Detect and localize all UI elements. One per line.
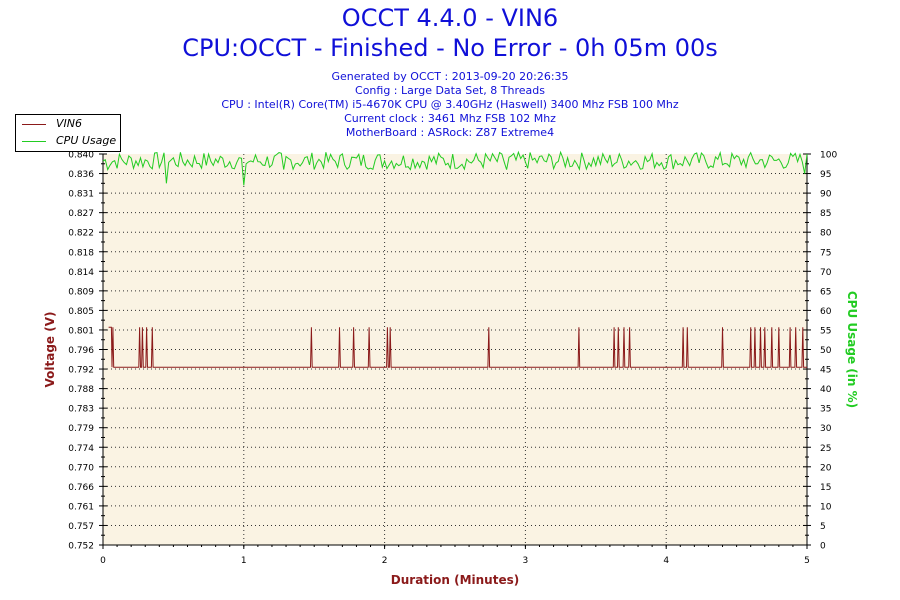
tick-label-right: 65 bbox=[820, 287, 831, 297]
chart-legend: VIN6 CPU Usage bbox=[15, 114, 121, 152]
legend-item-vin6: VIN6 bbox=[16, 116, 120, 132]
tick-label-left: 0.779 bbox=[68, 424, 94, 434]
tick-label-right: 35 bbox=[820, 405, 831, 415]
tick-label-right: 60 bbox=[820, 307, 832, 317]
tick-label-left: 0.831 bbox=[68, 190, 94, 200]
series-line-vin6 bbox=[108, 326, 807, 368]
legend-swatch-cpu-usage bbox=[22, 141, 46, 142]
tick-label-right: 80 bbox=[820, 229, 832, 239]
tick-label-left: 0.836 bbox=[68, 170, 94, 180]
tick-label-bottom: 4 bbox=[663, 556, 669, 566]
chart-subtitle: CPU:OCCT - Finished - No Error - 0h 05m … bbox=[182, 34, 718, 62]
tick-label-left: 0.814 bbox=[68, 268, 94, 278]
tick-label-left: 0.840 bbox=[68, 151, 94, 161]
tick-label-right: 95 bbox=[820, 170, 831, 180]
tick-label-left: 0.788 bbox=[68, 385, 94, 395]
tick-label-left: 0.822 bbox=[68, 229, 94, 239]
tick-label-right: 30 bbox=[820, 424, 832, 434]
tick-label-bottom: 0 bbox=[100, 556, 106, 566]
tick-label-left: 0.770 bbox=[68, 463, 94, 473]
tick-label-left: 0.796 bbox=[68, 346, 94, 356]
tick-label-right: 55 bbox=[820, 326, 831, 336]
tick-label-bottom: 5 bbox=[804, 556, 810, 566]
tick-label-right: 10 bbox=[820, 502, 832, 512]
info-generated: Generated by OCCT : 2013-09-20 20:26:35 bbox=[331, 70, 569, 83]
tick-label-right: 50 bbox=[820, 346, 832, 356]
tick-label-right: 15 bbox=[820, 483, 831, 493]
tick-label-left: 0.757 bbox=[68, 522, 94, 532]
tick-label-left: 0.761 bbox=[68, 502, 94, 512]
tick-label-right: 25 bbox=[820, 444, 831, 454]
legend-item-cpu-usage: CPU Usage bbox=[16, 133, 120, 149]
tick-label-right: 100 bbox=[820, 151, 837, 161]
tick-label-left: 0.809 bbox=[68, 287, 94, 297]
tick-label-left: 0.827 bbox=[68, 209, 94, 219]
tick-label-bottom: 3 bbox=[523, 556, 529, 566]
legend-label-vin6: VIN6 bbox=[56, 117, 82, 130]
chart-title: OCCT 4.4.0 - VIN6 bbox=[341, 4, 559, 32]
y-axis-label-right: CPU Usage (in %) bbox=[845, 291, 859, 408]
tick-label-bottom: 1 bbox=[241, 556, 247, 566]
series-line-cpu-usage bbox=[102, 150, 808, 186]
tick-label-left: 0.774 bbox=[68, 444, 94, 454]
tick-label-left: 0.752 bbox=[68, 542, 94, 552]
tick-label-left: 0.805 bbox=[68, 307, 94, 317]
info-motherboard: MotherBoard : ASRock: Z87 Extreme4 bbox=[345, 126, 555, 139]
x-axis-label: Duration (Minutes) bbox=[391, 573, 519, 587]
tick-label-right: 75 bbox=[820, 248, 831, 258]
tick-label-right: 70 bbox=[820, 268, 832, 278]
tick-label-right: 85 bbox=[820, 209, 831, 219]
tick-label-bottom: 2 bbox=[382, 556, 388, 566]
tick-label-right: 45 bbox=[820, 366, 831, 376]
tick-label-left: 0.801 bbox=[68, 326, 94, 336]
tick-label-left: 0.818 bbox=[68, 248, 94, 258]
tick-label-left: 0.783 bbox=[68, 405, 94, 415]
tick-label-left: 0.792 bbox=[68, 366, 94, 376]
info-config: Config : Large Data Set, 8 Threads bbox=[355, 84, 545, 97]
tick-label-right: 0 bbox=[820, 542, 826, 552]
info-cpu: CPU : Intel(R) Core(TM) i5-4670K CPU @ 3… bbox=[221, 98, 679, 111]
tick-label-right: 90 bbox=[820, 190, 832, 200]
legend-swatch-vin6 bbox=[22, 124, 46, 125]
tick-label-right: 40 bbox=[820, 385, 832, 395]
tick-label-left: 0.766 bbox=[68, 483, 94, 493]
tick-label-right: 20 bbox=[820, 463, 832, 473]
y-axis-label-left: Voltage (V) bbox=[43, 312, 57, 388]
tick-label-right: 5 bbox=[820, 522, 826, 532]
info-clock: Current clock : 3461 Mhz FSB 102 Mhz bbox=[344, 112, 556, 125]
legend-label-cpu-usage: CPU Usage bbox=[56, 134, 117, 147]
